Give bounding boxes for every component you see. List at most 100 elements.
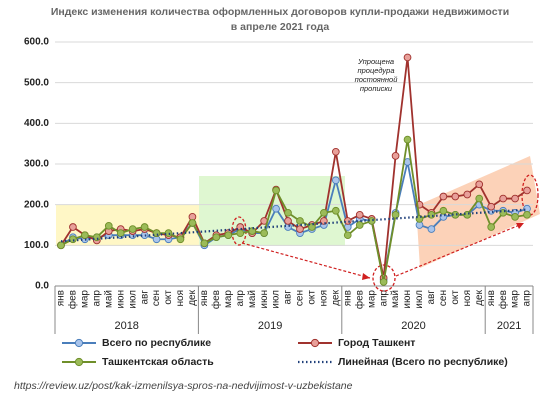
annotation: прописки — [360, 84, 393, 93]
legend-marker — [310, 338, 320, 348]
data-point — [69, 235, 77, 244]
data-point — [487, 223, 496, 231]
x-tick-label: фев — [497, 290, 509, 309]
data-point — [391, 210, 400, 219]
data-point — [320, 208, 328, 217]
data-point — [451, 192, 460, 201]
x-tick-label: янв — [56, 290, 67, 306]
x-tick-label: ноя — [175, 290, 186, 307]
x-tick-label: июл — [414, 290, 425, 309]
x-tick-label: июл — [127, 290, 138, 309]
data-point — [427, 225, 436, 233]
data-point — [355, 210, 364, 219]
annotation-mark — [241, 242, 371, 279]
chart-title: Индекс изменения количества оформленных … — [51, 6, 509, 18]
year-label: 2020 — [401, 320, 425, 332]
data-point — [69, 223, 77, 231]
x-tick-label: фев — [353, 290, 365, 309]
data-point — [81, 231, 89, 240]
data-point — [331, 176, 340, 185]
data-point — [260, 229, 268, 237]
annotation: Упрощена — [357, 57, 394, 66]
source: https://review.uz/post/kak-izmenilsya-sp… — [14, 380, 353, 392]
data-point — [475, 194, 484, 203]
x-tick-label: апр — [91, 290, 102, 307]
year-label: 2021 — [497, 320, 521, 332]
x-tick-label: окт — [163, 290, 174, 305]
data-point — [487, 202, 496, 211]
data-point — [499, 194, 507, 203]
data-point — [523, 186, 531, 195]
data-point — [152, 229, 161, 237]
x-tick-label: мар — [80, 290, 91, 308]
data-point — [331, 147, 340, 156]
legend-marker — [74, 338, 84, 348]
data-point — [391, 152, 400, 160]
data-point — [511, 213, 519, 221]
data-point — [308, 223, 316, 231]
chart-title: в апреле 2021 года — [231, 21, 330, 33]
x-tick-label: июн — [259, 290, 270, 309]
data-point — [248, 227, 257, 235]
x-tick-label: апр — [378, 290, 389, 307]
highlight-2020 — [416, 156, 540, 268]
x-tick-label: сен — [438, 290, 449, 306]
x-tick-label: окт — [307, 290, 318, 305]
data-point — [439, 192, 448, 201]
series-line — [60, 57, 528, 279]
annotation-mark — [516, 223, 524, 229]
data-point — [331, 206, 340, 215]
x-tick-label: дек — [187, 289, 198, 305]
data-point — [511, 194, 519, 203]
data-point — [296, 217, 304, 225]
legend-label: Всего по республике — [102, 337, 211, 349]
x-tick-label: фев — [210, 290, 222, 309]
x-tick-label: янв — [486, 290, 497, 306]
x-tick-label: май — [247, 290, 258, 308]
data-point — [284, 208, 292, 217]
x-tick-label: май — [103, 290, 114, 308]
data-point — [176, 235, 185, 244]
data-point — [272, 204, 280, 213]
y-tick-label: 300.0 — [24, 159, 49, 170]
x-tick-label: апр — [522, 290, 533, 307]
x-tick-label: мар — [223, 290, 234, 308]
x-tick-label: июл — [271, 290, 282, 309]
data-point — [212, 233, 221, 242]
y-tick-label: 100.0 — [24, 240, 49, 251]
series-line — [60, 208, 528, 243]
x-tick-label: авг — [283, 290, 294, 305]
data-point — [140, 223, 149, 231]
x-tick-label: янв — [199, 290, 210, 306]
annotation: процедура — [358, 66, 395, 75]
legend-label: Город Ташкент — [338, 337, 415, 349]
y-tick-label: 500.0 — [24, 77, 49, 88]
x-tick-label: мар — [510, 290, 521, 308]
data-point — [403, 53, 412, 62]
x-tick-label: авг — [426, 290, 437, 305]
data-point — [224, 231, 233, 240]
data-point — [104, 221, 113, 230]
x-tick-label: сен — [295, 290, 306, 306]
data-point — [57, 241, 65, 250]
x-tick-label: окт — [450, 290, 461, 305]
data-point — [403, 135, 412, 144]
x-tick-label: мар — [366, 290, 377, 308]
data-point — [284, 217, 292, 225]
data-point — [379, 278, 388, 286]
legend-label: Линейная (Всего по республике) — [338, 356, 508, 368]
y-tick-label: 200.0 — [24, 199, 49, 210]
data-point — [200, 239, 209, 248]
legend-label: Ташкентская область — [102, 356, 214, 368]
data-point — [475, 180, 484, 189]
x-tick-label: ноя — [319, 290, 330, 307]
x-tick-label: авг — [139, 290, 150, 305]
data-point — [128, 225, 137, 233]
data-point — [296, 225, 304, 233]
x-tick-label: янв — [342, 290, 353, 306]
x-tick-label: апр — [235, 290, 246, 307]
y-tick-label: 600.0 — [24, 37, 49, 48]
y-tick-label: 0.0 — [35, 281, 49, 292]
data-point — [236, 229, 245, 237]
data-point — [272, 186, 280, 195]
